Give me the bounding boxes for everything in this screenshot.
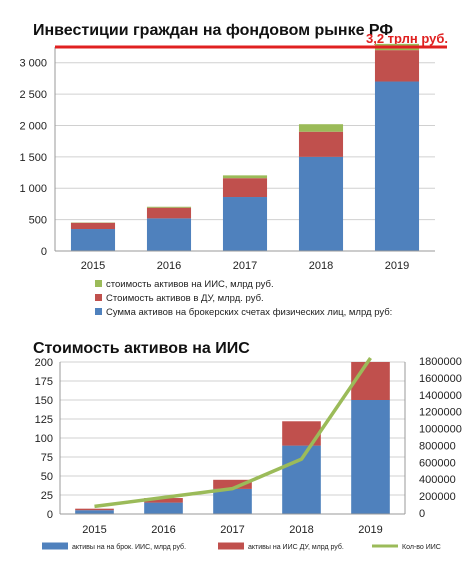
- chart1-y-tick: 1 500: [19, 152, 47, 164]
- chart2-left-y-tick: 100: [35, 433, 53, 445]
- chart2-x-tick: 2015: [82, 524, 106, 536]
- chart2-bar-segment: [351, 362, 390, 400]
- chart1-x-tick: 2017: [233, 260, 257, 272]
- chart1-bar-segment: [222, 175, 268, 179]
- chart1-y-tick: 2 500: [19, 89, 47, 101]
- chart1-bar-segment: [298, 124, 344, 132]
- chart2-x-tick: 2019: [358, 524, 382, 536]
- chart2-x-tick: 2016: [151, 524, 175, 536]
- chart2-legend-swatch: [218, 542, 244, 550]
- chart2-bar-segment: [282, 445, 321, 514]
- chart2-bar-segment: [144, 498, 183, 503]
- chart1-x-tick: 2016: [157, 260, 181, 272]
- chart1-y-tick: 1 000: [19, 183, 47, 195]
- chart2-left-y-tick: 200: [35, 357, 53, 369]
- chart1-legend-label: Сумма активов на брокерских счетах физич…: [106, 307, 392, 318]
- chart2-legend-label: активы на ИИС ДУ, млрд руб.: [248, 543, 344, 551]
- chart1-bar-segment: [298, 156, 344, 251]
- chart2-bar-segment: [213, 488, 252, 514]
- chart2-right-y-tick: 0: [419, 508, 425, 520]
- chart2-x-tick: 2018: [289, 524, 313, 536]
- chart2-left-y-tick: 75: [41, 452, 53, 464]
- chart2-bar-segment: [351, 400, 390, 514]
- chart2-left-y-tick: 0: [47, 509, 53, 521]
- chart2-right-y-tick: 600000: [419, 457, 456, 469]
- chart1-bar-segment: [222, 178, 268, 198]
- chart1-x-tick: 2019: [385, 260, 409, 272]
- chart2-legend-label: активы на на брок. ИИС, млрд руб.: [72, 543, 186, 551]
- chart2-right-y-tick: 800000: [419, 440, 456, 452]
- chart2-bar-segment: [213, 479, 252, 489]
- chart1-y-tick: 0: [41, 246, 47, 258]
- chart2-right-y-tick: 1000000: [419, 424, 462, 436]
- chart2-bar-segment: [75, 510, 114, 514]
- chart1-legend-swatch: [95, 308, 102, 315]
- chart1-bar-segment: [374, 50, 420, 82]
- chart2-right-y-tick: 1600000: [419, 373, 462, 385]
- chart2-left-y-tick: 125: [35, 414, 53, 426]
- chart2-left-y-tick: 175: [35, 376, 53, 388]
- chart1-legend-label: стоимость активов на ИИС, млрд руб.: [106, 279, 274, 290]
- chart1-title: Инвестиции граждан на фондовом рынке РФ: [33, 22, 394, 39]
- chart1-x-tick: 2018: [309, 260, 333, 272]
- chart1-bar-segment: [146, 218, 192, 251]
- chart2-left-y-tick: 150: [35, 395, 53, 407]
- chart2-x-tick: 2017: [220, 524, 244, 536]
- chart2-bar-segment: [144, 502, 183, 514]
- chart1-x-tick: 2015: [81, 260, 105, 272]
- chart1-bar-segment: [146, 206, 192, 208]
- chart1-bar-segment: [222, 197, 268, 251]
- chart1-bar-segment: [374, 81, 420, 252]
- chart2-right-y-tick: 1800000: [419, 356, 462, 368]
- chart2-left-y-tick: 50: [41, 471, 53, 483]
- chart2-right-y-tick: 1400000: [419, 390, 462, 402]
- chart1-bar-segment: [70, 229, 116, 251]
- chart2-right-y-tick: 400000: [419, 474, 456, 486]
- chart1-y-tick: 3 000: [19, 58, 47, 70]
- chart1-bar-segment: [298, 131, 344, 157]
- chart2-title: Стоимость активов на ИИС: [33, 340, 250, 357]
- chart2-right-y-tick: 200000: [419, 491, 456, 503]
- chart1-legend-swatch: [95, 280, 102, 287]
- chart2-legend-label: Кол-во ИИС: [402, 544, 441, 551]
- chart2-bar-segment: [75, 508, 114, 511]
- chart2-legend-swatch: [42, 542, 68, 550]
- chart2-left-y-tick: 25: [41, 490, 53, 502]
- chart1-bar-segment: [70, 222, 116, 230]
- chart1-bar-segment: [146, 207, 192, 219]
- chart1-legend-label: Стоимость активов в ДУ, млрд. руб.: [106, 293, 264, 304]
- chart1-y-tick: 500: [29, 215, 47, 227]
- chart2-right-y-tick: 1200000: [419, 407, 462, 419]
- chart1-annotation: 3,2 трлн руб.: [366, 31, 449, 46]
- chart1-y-tick: 2 000: [19, 120, 47, 132]
- chart2-legend-swatch: [372, 544, 398, 548]
- chart1-legend-swatch: [95, 294, 102, 301]
